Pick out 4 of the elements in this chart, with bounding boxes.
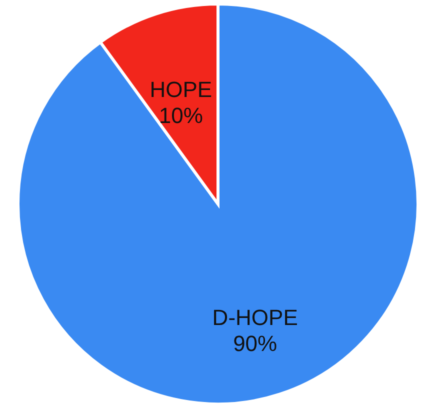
- data-label: 90%: [233, 331, 278, 356]
- data-label: 10%: [158, 102, 203, 128]
- slice-label: D-HOPE: [212, 305, 298, 330]
- slice-label: HOPE: [150, 76, 212, 102]
